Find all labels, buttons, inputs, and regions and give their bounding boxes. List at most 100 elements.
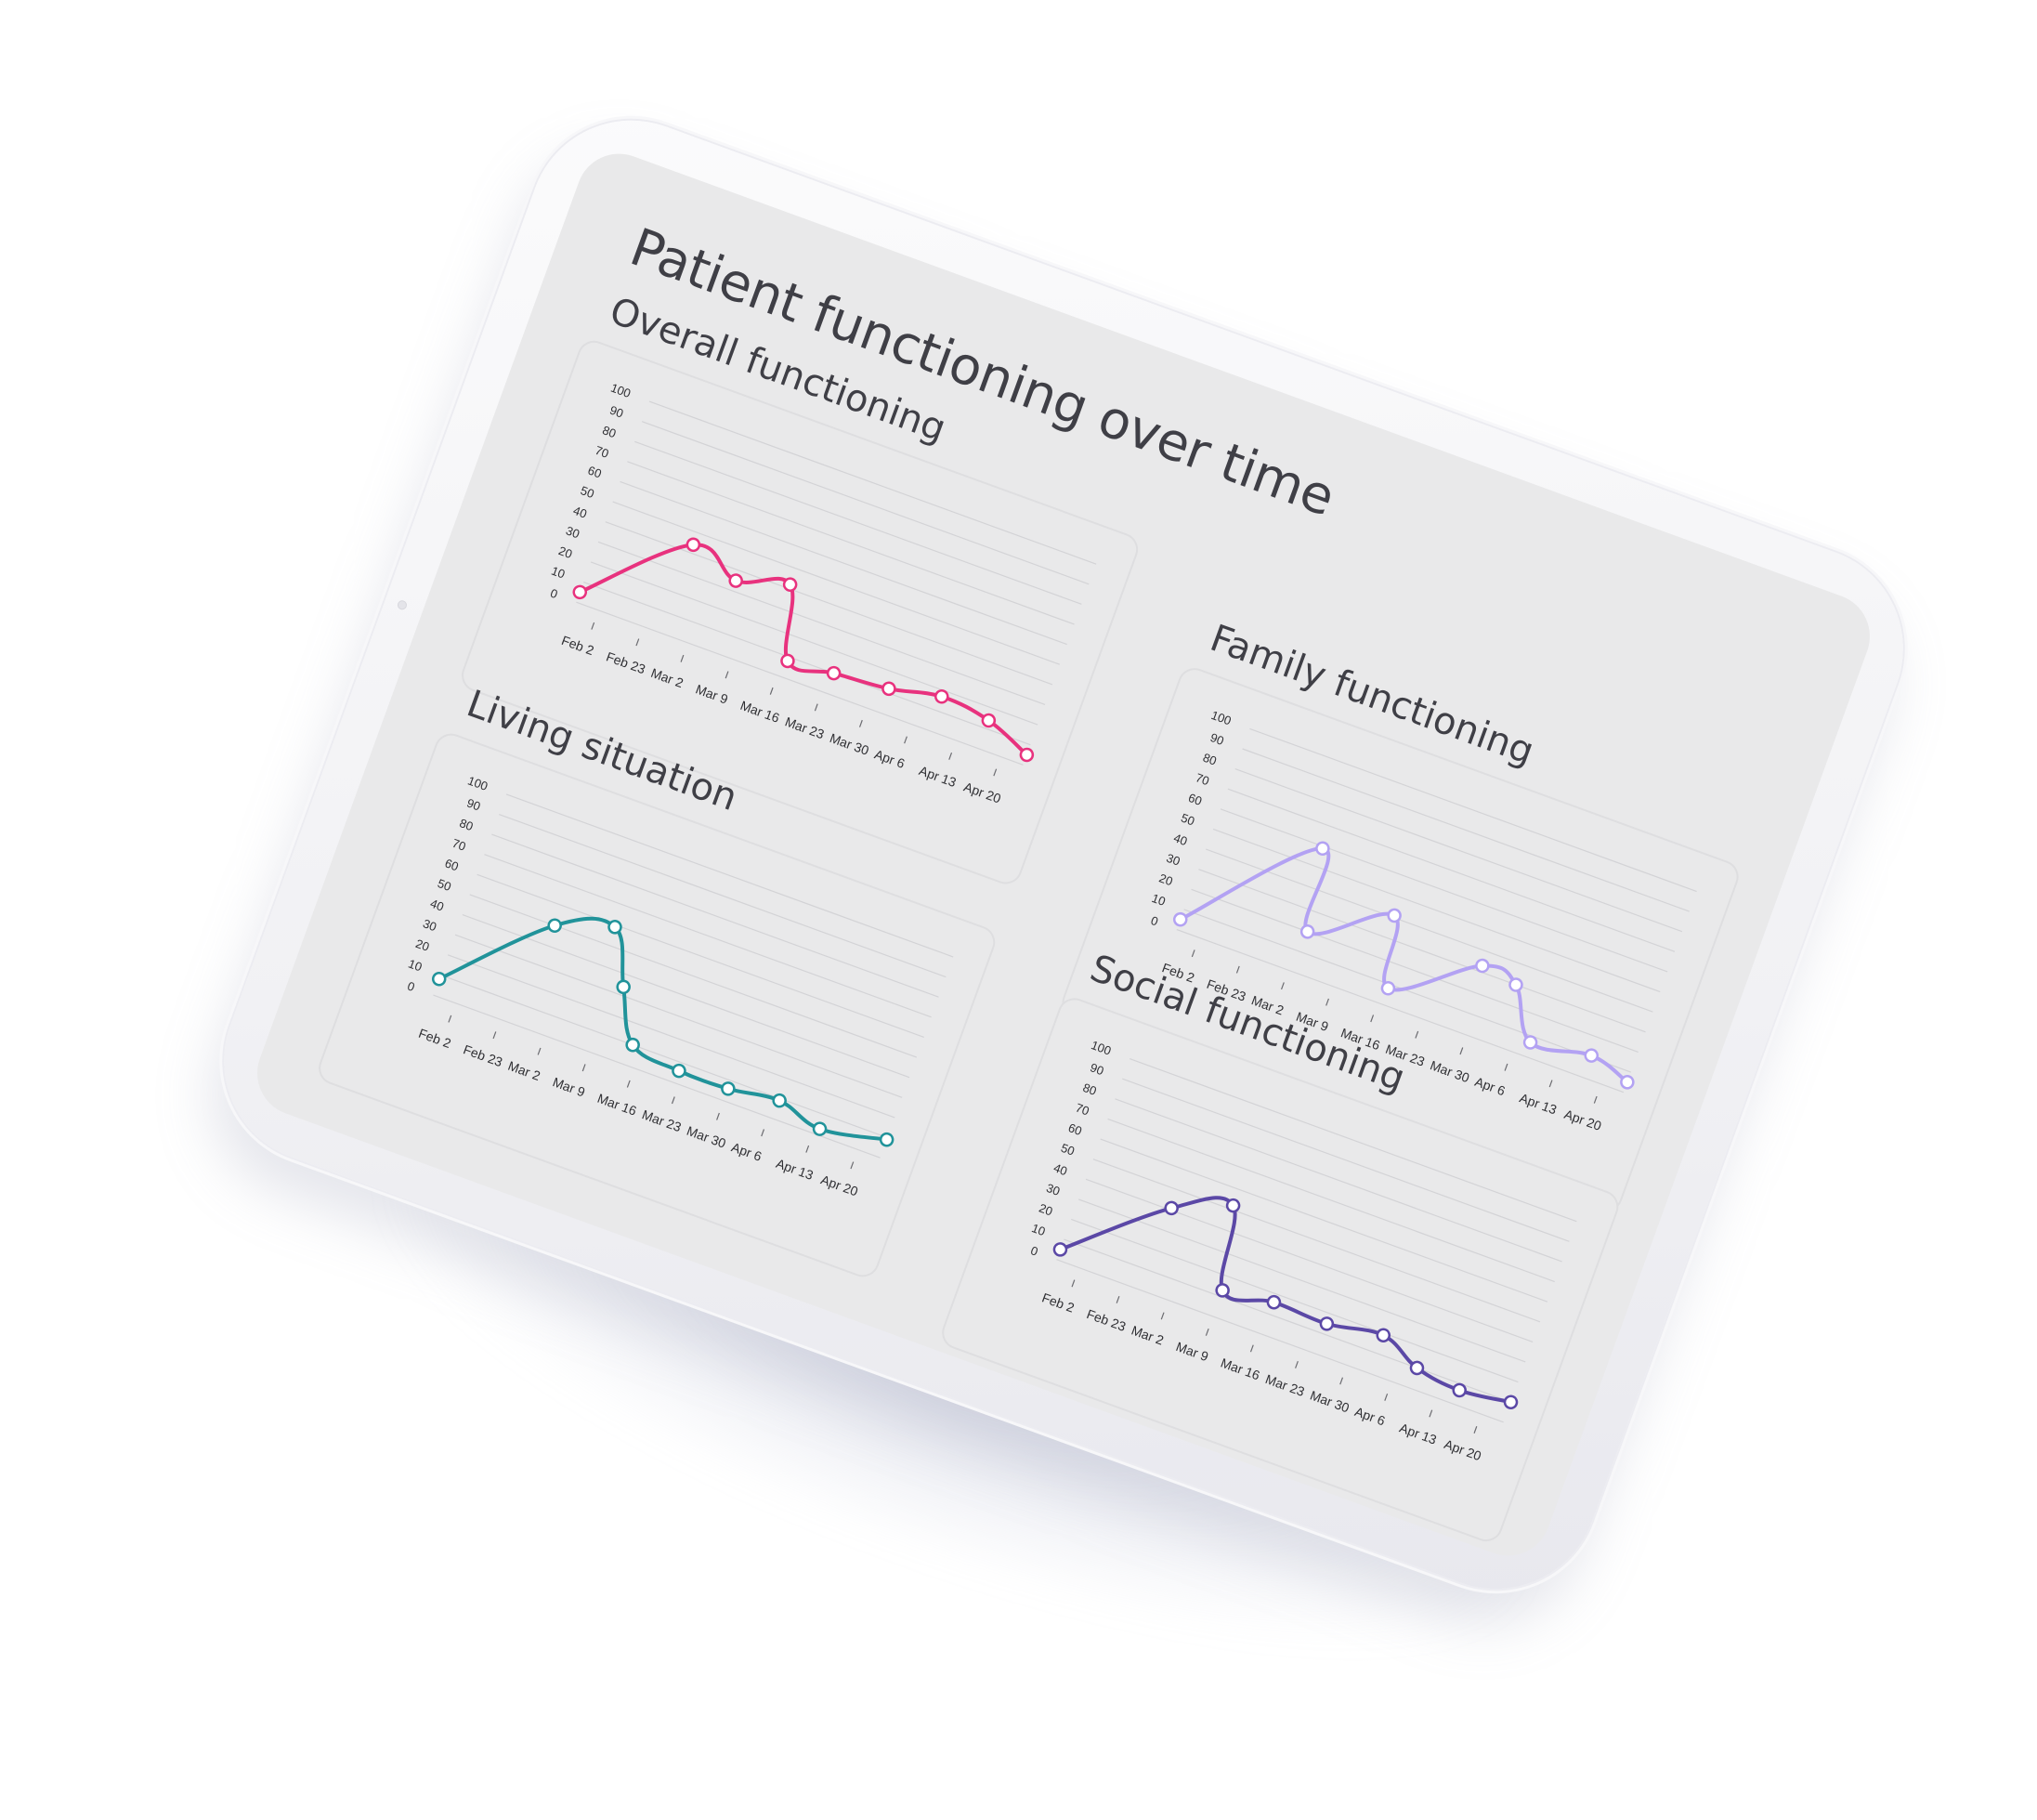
gridline bbox=[477, 873, 924, 1039]
data-point[interactable] bbox=[721, 1081, 737, 1097]
y-tick-label: 100 bbox=[466, 773, 490, 793]
x-tick-mark bbox=[1249, 1344, 1254, 1353]
data-point[interactable] bbox=[616, 979, 632, 995]
data-point[interactable] bbox=[826, 665, 842, 681]
x-tick-label: Mar 2 bbox=[506, 1058, 542, 1083]
x-tick-mark bbox=[850, 1161, 855, 1170]
y-tick-label: 0 bbox=[548, 586, 559, 602]
x-tick-label: Mar 16 bbox=[1219, 1355, 1262, 1383]
chart-card: 0 10 20 30 40 50 60 70 80 90 100 Feb 2 Feb 23 Mar 2 Ma… bbox=[937, 993, 1624, 1547]
data-point[interactable] bbox=[1266, 1294, 1282, 1310]
x-tick-mark bbox=[1325, 998, 1329, 1006]
gridline bbox=[1107, 1118, 1555, 1283]
y-tick-label: 60 bbox=[1066, 1120, 1084, 1138]
gridline bbox=[1100, 1138, 1548, 1303]
data-point[interactable] bbox=[1503, 1394, 1519, 1410]
gridline bbox=[641, 421, 1090, 585]
x-tick-mark bbox=[761, 1129, 765, 1137]
y-tick-label: 50 bbox=[579, 483, 596, 501]
y-tick-label: 80 bbox=[1081, 1080, 1099, 1098]
gridline bbox=[1064, 1238, 1511, 1403]
x-tick-mark bbox=[814, 703, 818, 712]
gridline bbox=[484, 854, 932, 1018]
x-tick-mark bbox=[1116, 1295, 1120, 1303]
x-tick-mark bbox=[769, 687, 774, 695]
data-point[interactable] bbox=[1387, 908, 1403, 923]
gridline bbox=[634, 440, 1082, 605]
data-point[interactable] bbox=[934, 688, 949, 704]
data-point[interactable] bbox=[1172, 911, 1188, 927]
data-point[interactable] bbox=[1584, 1048, 1600, 1064]
y-tick-label: 100 bbox=[1209, 708, 1234, 728]
gridline bbox=[1056, 1259, 1504, 1423]
data-point[interactable] bbox=[728, 573, 744, 589]
chart-card: 0 10 20 30 40 50 60 70 80 90 100 Feb 2 Feb 23 Mar 2 Ma… bbox=[314, 728, 1000, 1282]
tablet-screen: Patient functioning over time Overall fu… bbox=[245, 141, 1882, 1568]
overall-functioning-panel: Overall functioning 0 10 20 30 40 50 60 70 80 90 1… bbox=[456, 283, 1162, 889]
gridline bbox=[505, 793, 954, 958]
gridline bbox=[1122, 1078, 1570, 1242]
x-tick-mark bbox=[635, 638, 640, 647]
data-point[interactable] bbox=[772, 1093, 788, 1108]
x-tick-mark bbox=[1548, 1080, 1553, 1088]
social-functioning-panel: Social functioning 0 10 20 30 40 50 60 70 80 90 10… bbox=[937, 941, 1642, 1547]
data-point[interactable] bbox=[1019, 747, 1035, 763]
data-point[interactable] bbox=[1409, 1360, 1425, 1376]
data-point[interactable] bbox=[686, 537, 701, 553]
data-point[interactable] bbox=[547, 918, 563, 934]
x-tick-label: Mar 9 bbox=[551, 1074, 587, 1099]
data-point[interactable] bbox=[782, 577, 798, 593]
data-point[interactable] bbox=[812, 1121, 828, 1137]
gridline bbox=[1191, 888, 1639, 1053]
data-point[interactable] bbox=[572, 584, 588, 600]
data-point[interactable] bbox=[1508, 977, 1524, 993]
gridline bbox=[1077, 1198, 1526, 1363]
data-point[interactable] bbox=[1052, 1242, 1068, 1258]
y-tick-label: 60 bbox=[443, 856, 461, 873]
gridline bbox=[576, 601, 1024, 766]
x-tick-label: Feb 23 bbox=[1085, 1306, 1129, 1334]
y-tick-label: 90 bbox=[607, 403, 625, 421]
x-tick-mark bbox=[492, 1031, 497, 1040]
x-tick-mark bbox=[1160, 1312, 1165, 1320]
y-tick-label: 90 bbox=[1208, 730, 1226, 748]
data-point[interactable] bbox=[780, 653, 796, 669]
chart-card: 0 10 20 30 40 50 60 70 80 90 100 Feb 2 Feb 23 Mar 2 Ma… bbox=[456, 335, 1143, 889]
data-point[interactable] bbox=[431, 971, 447, 987]
data-point[interactable] bbox=[1452, 1382, 1468, 1398]
data-point[interactable] bbox=[1225, 1198, 1241, 1213]
y-tick-label: 0 bbox=[1149, 913, 1160, 929]
gridline bbox=[1092, 1159, 1541, 1323]
data-point[interactable] bbox=[1299, 923, 1315, 939]
data-point[interactable] bbox=[1620, 1074, 1636, 1090]
y-tick-label: 50 bbox=[1179, 810, 1196, 828]
data-point[interactable] bbox=[625, 1037, 641, 1053]
data-point[interactable] bbox=[1319, 1316, 1335, 1332]
x-tick-label: Apr 6 bbox=[729, 1139, 764, 1164]
data-point[interactable] bbox=[1164, 1200, 1180, 1216]
gridline bbox=[440, 974, 888, 1139]
data-point[interactable] bbox=[1522, 1035, 1538, 1051]
data-point[interactable] bbox=[672, 1063, 687, 1079]
x-tick-label: Mar 2 bbox=[649, 665, 686, 690]
camera-icon bbox=[396, 598, 409, 611]
y-tick-label: 80 bbox=[458, 816, 476, 833]
data-point[interactable] bbox=[1315, 841, 1331, 857]
data-point[interactable] bbox=[981, 713, 997, 728]
gridline bbox=[1206, 848, 1653, 1013]
data-point[interactable] bbox=[879, 1132, 894, 1147]
data-point[interactable] bbox=[881, 681, 897, 697]
gridline bbox=[627, 461, 1075, 625]
y-tick-label: 70 bbox=[1194, 770, 1211, 788]
data-point[interactable] bbox=[607, 919, 623, 935]
gridline bbox=[469, 894, 918, 1058]
data-point[interactable] bbox=[1475, 958, 1491, 974]
data-point[interactable] bbox=[1215, 1283, 1231, 1299]
x-tick-label: Mar 9 bbox=[694, 681, 730, 706]
x-tick-mark bbox=[680, 654, 685, 662]
y-tick-label: 10 bbox=[1030, 1221, 1048, 1238]
data-point[interactable] bbox=[1380, 980, 1396, 996]
x-tick-mark bbox=[1415, 1030, 1419, 1039]
data-point[interactable] bbox=[1376, 1328, 1391, 1343]
